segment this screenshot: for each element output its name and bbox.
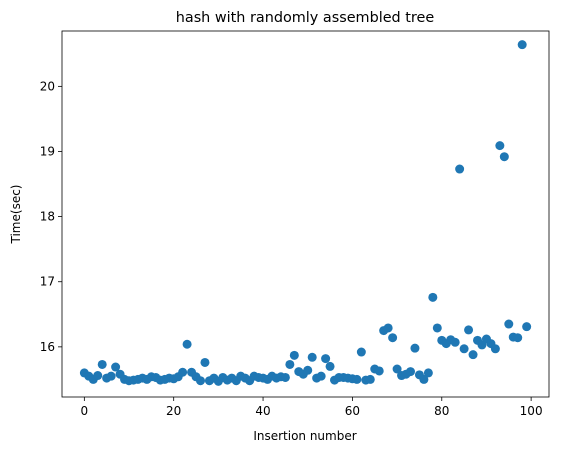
chart-title: hash with randomly assembled tree [176,10,435,26]
data-point [374,366,384,376]
data-point [200,357,210,367]
data-point [464,325,474,335]
x-tick-label: 40 [255,404,270,418]
data-point [307,352,317,362]
data-point [423,368,433,378]
data-point [321,354,331,364]
data-point [388,333,398,343]
x-tick-label: 60 [345,404,360,418]
y-tick-label: 18 [40,210,55,224]
x-axis-label: Insertion number [253,429,356,443]
data-point [325,361,335,371]
y-axis: 16 17 18 19 20 [40,79,62,354]
data-point [182,339,192,349]
data-point [178,367,188,377]
plot-frame [61,30,550,398]
data-point [111,362,121,372]
data-point [499,152,509,162]
data-point [365,374,375,384]
data-point [97,359,107,369]
data-point [490,344,500,354]
data-point [406,367,415,377]
y-tick-label: 17 [40,275,55,289]
x-tick-label: 80 [434,404,449,418]
data-point [428,292,438,302]
data-point [459,344,469,354]
y-tick-label: 20 [40,79,55,93]
x-tick-label: 20 [166,404,181,418]
data-point [303,365,313,375]
data-point [468,350,478,360]
data-point [392,364,402,374]
x-tick-label: 100 [520,404,543,418]
x-axis: 0 20 40 60 80 100 [81,397,543,418]
data-point [419,374,429,384]
data-point [93,371,103,381]
data-point [106,371,116,381]
data-point [196,376,205,386]
data-point [432,323,442,333]
x-tick-label: 0 [81,404,89,418]
data-points [79,40,532,386]
data-point [504,319,514,329]
data-point [356,347,366,357]
y-axis-label: Time(sec) [9,185,23,245]
data-point [316,371,326,381]
data-point [383,323,393,333]
data-point [450,337,460,347]
data-point [289,350,299,360]
data-point [352,374,362,384]
y-tick-label: 16 [40,340,55,354]
data-point [522,322,532,332]
data-point [455,164,465,174]
data-point [280,372,290,382]
data-point [513,333,523,343]
data-point [285,359,295,369]
data-point [517,40,527,50]
y-tick-label: 19 [40,144,55,158]
data-point [410,343,420,353]
data-point [495,141,505,151]
